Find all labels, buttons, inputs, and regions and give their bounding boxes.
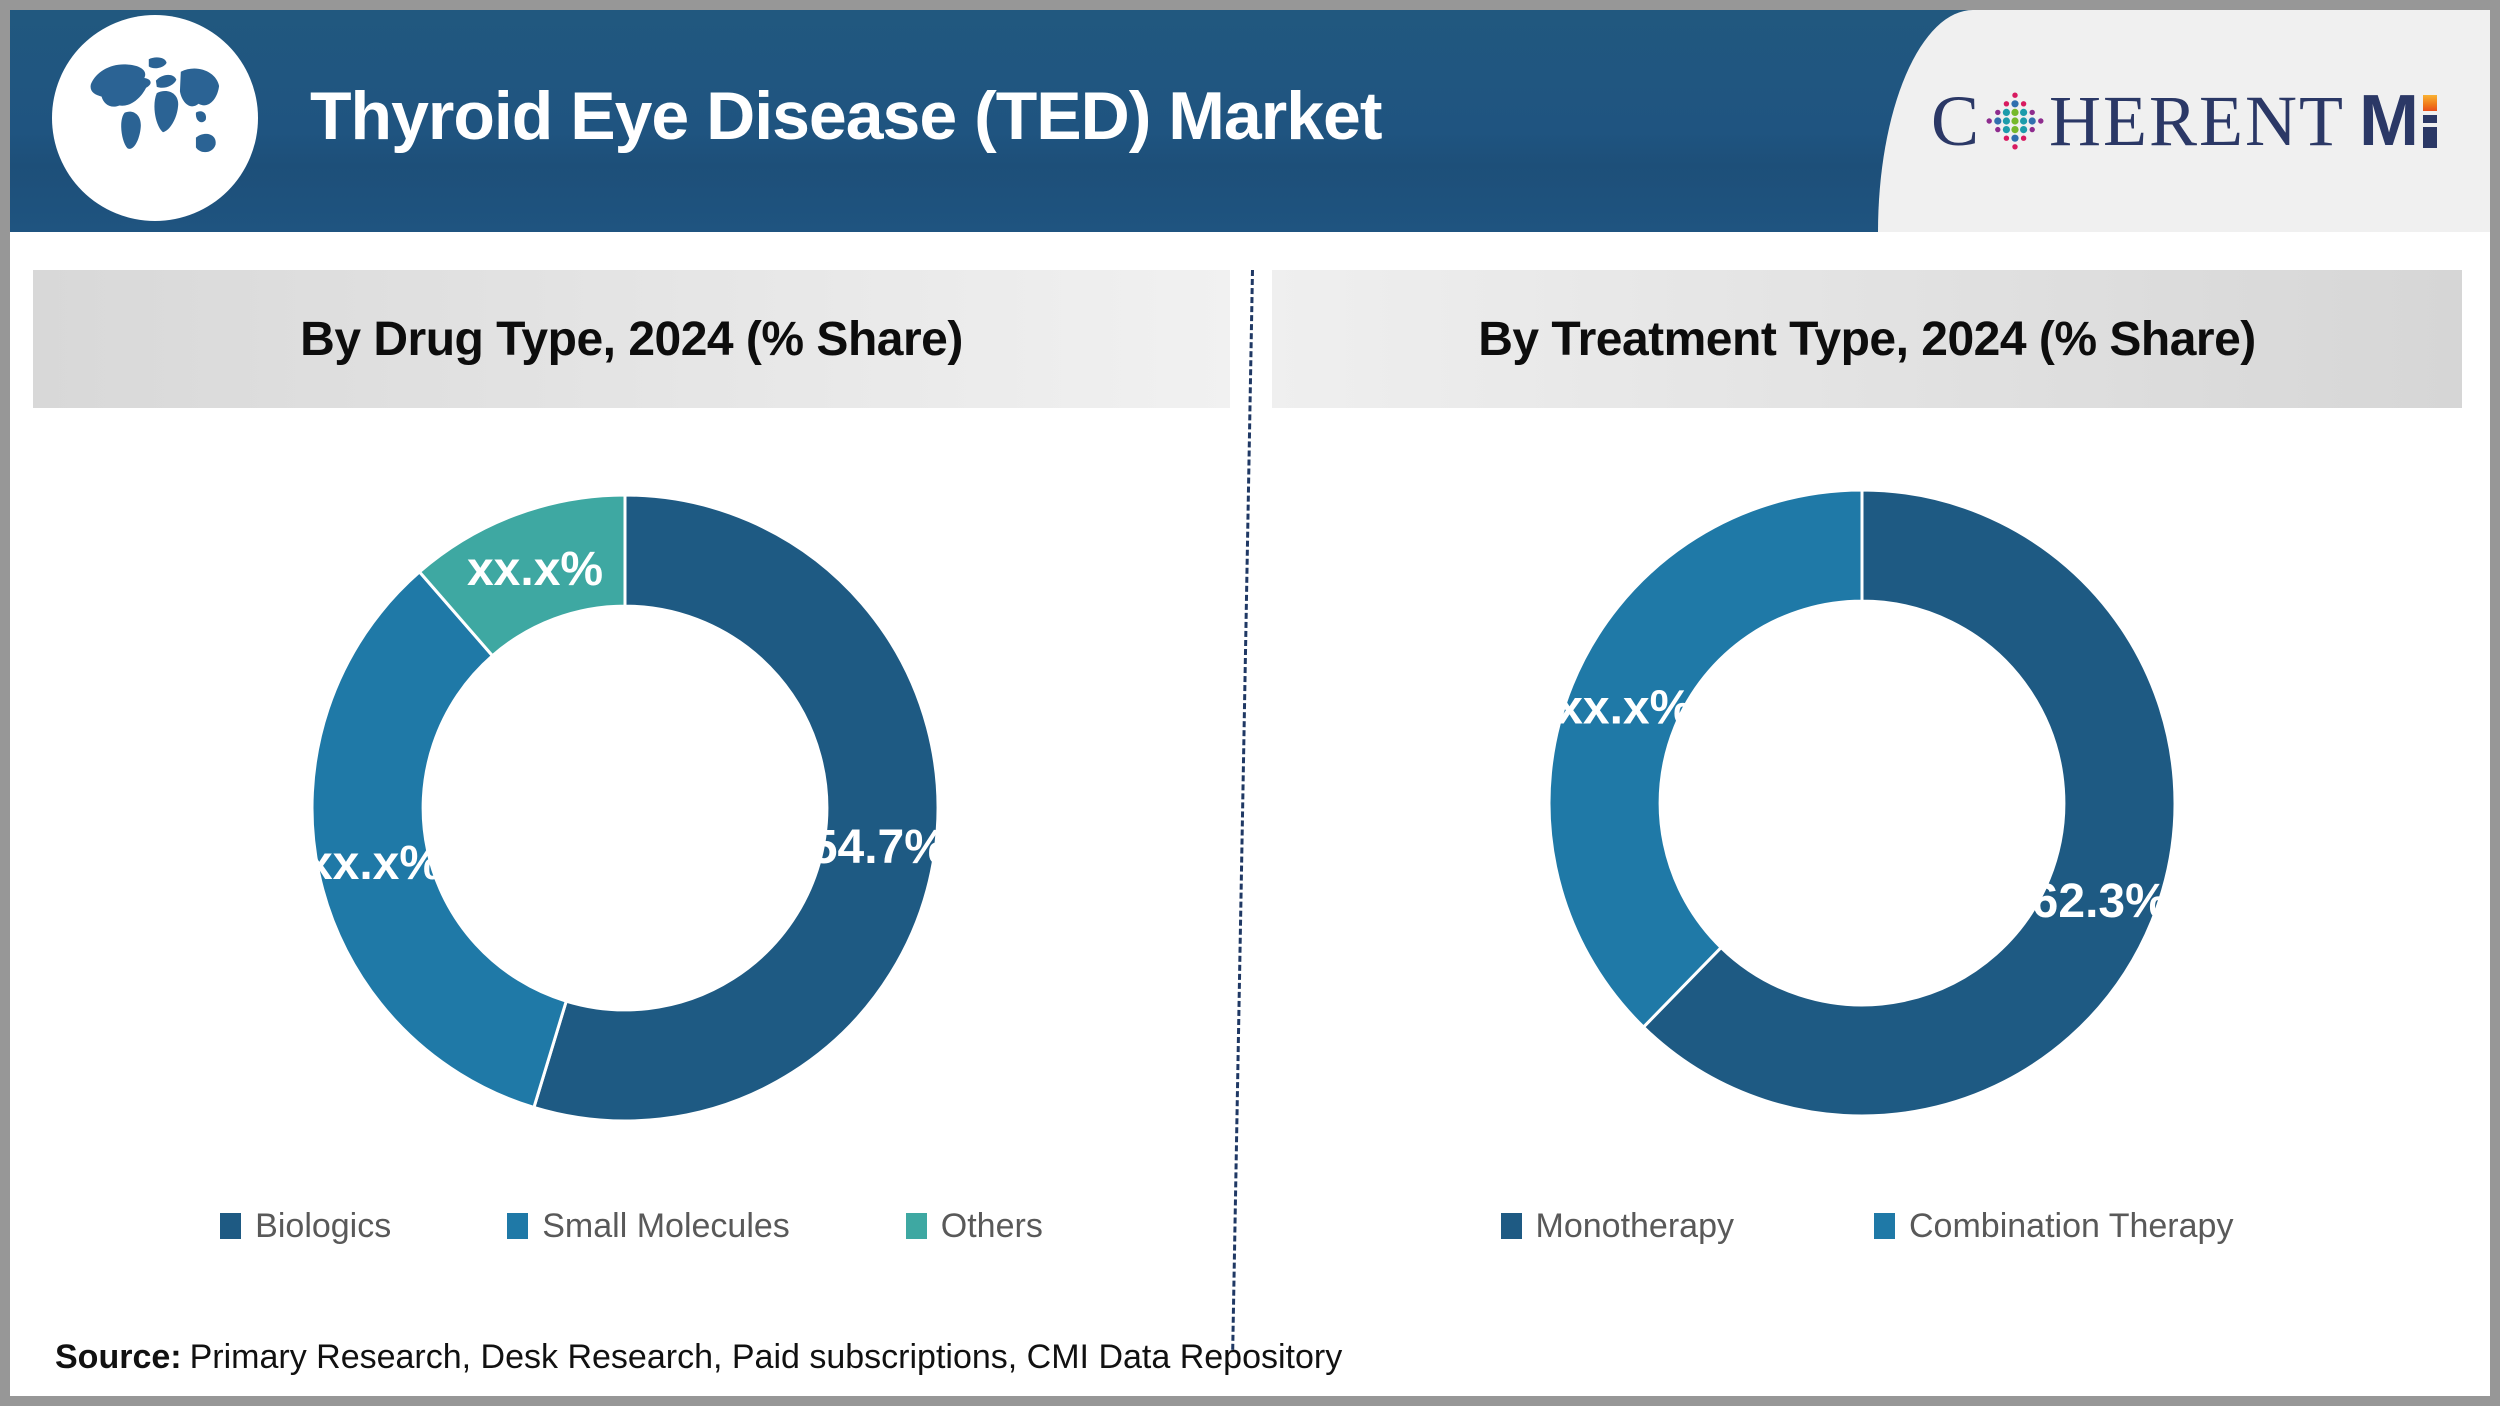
donut-segment-small-molecules	[310, 569, 569, 1110]
logo-i-navy-segment	[2422, 114, 2437, 123]
globe-icon	[52, 15, 258, 221]
logo-dot	[2003, 101, 2010, 107]
legend-label: Biologics	[255, 1206, 392, 1245]
logo-dot	[2002, 117, 2011, 125]
logo-i-navy-segment	[2422, 126, 2437, 148]
coherent-mi-logo: C HERENT M	[1931, 85, 2437, 157]
logo-dot	[2003, 135, 2010, 141]
logo-dot	[2020, 135, 2027, 141]
legend-item-monotherapy: Monotherapy	[1500, 1206, 1734, 1246]
logo-dot	[2012, 92, 2018, 98]
legend-swatch-icon	[905, 1213, 927, 1239]
source-prefix: Source:	[55, 1338, 182, 1376]
logo-dot	[1995, 109, 2001, 116]
panel-title-drug-type: By Drug Type, 2024 (% Share)	[33, 270, 1230, 408]
donut-label-small-molecules: xx.x%	[306, 837, 442, 890]
donut-segment-others	[417, 493, 627, 658]
logo-dot	[1994, 117, 2002, 125]
legend-item-biologics: Biologics	[220, 1207, 391, 1246]
source-text: Primary Research, Desk Research, Paid su…	[189, 1338, 1343, 1376]
logo-letter-c: C	[1931, 81, 1982, 161]
donut-chart-treatment-type: 62.3% xx.x%	[1547, 488, 2177, 1118]
logo-dot	[1986, 118, 1992, 124]
logo-dot	[2011, 108, 2019, 116]
legend-swatch-icon	[220, 1213, 242, 1239]
page-title: Thyroid Eye Disease (TED) Market	[310, 78, 1382, 154]
logo-dot	[2020, 108, 2028, 116]
donut-label-combination-therapy: xx.x%	[1556, 682, 1692, 735]
logo-letters-herent: HERENT	[2049, 81, 2345, 161]
legend-item-combination-therapy: Combination Therapy	[1874, 1207, 2233, 1246]
logo-dot	[2028, 117, 2036, 125]
logo-dot	[2011, 126, 2019, 134]
world-map-icon	[90, 57, 220, 153]
legend-swatch-icon	[507, 1213, 529, 1239]
legend-label: Small Molecules	[542, 1206, 790, 1245]
panel-title-treatment-type-text: By Treatment Type, 2024 (% Share)	[1478, 312, 2256, 366]
legend-treatment-type: Monotherapy Combination Therapy	[1272, 1198, 2462, 1254]
legend-label: Others	[940, 1206, 1043, 1245]
logo-dot	[2029, 109, 2035, 116]
logo-dot	[2002, 108, 2011, 116]
legend-item-small-molecules: Small Molecules	[507, 1207, 790, 1246]
legend-swatch-icon	[1874, 1213, 1895, 1239]
donut-label-biologics: 54.7%	[811, 821, 945, 874]
donut-segment-combination-therapy	[1547, 488, 1864, 1030]
legend-swatch-icon	[1500, 1213, 1522, 1239]
logo-dot	[2020, 126, 2028, 134]
logo-i-orange-segment	[2422, 94, 2437, 111]
logo-dot	[2011, 117, 2019, 125]
logo-dot	[2011, 100, 2019, 108]
panel-divider	[1231, 269, 1254, 1350]
donut-label-monotherapy: 62.3%	[2032, 875, 2168, 928]
logo-dot	[2020, 101, 2027, 107]
legend-label: Combination Therapy	[1909, 1206, 2234, 1245]
legend-drug-type: Biologics Small Molecules Others	[33, 1198, 1230, 1254]
donut-segment-biologics	[532, 493, 940, 1123]
logo-dot	[2002, 126, 2011, 134]
legend-item-others: Others	[905, 1206, 1043, 1246]
header-banner: Thyroid Eye Disease (TED) Market C HEREN…	[10, 10, 2490, 232]
logo-i-icon	[2422, 94, 2437, 148]
donut-label-others: xx.x%	[467, 543, 603, 596]
panel-title-drug-type-text: By Drug Type, 2024 (% Share)	[300, 312, 963, 366]
panel-title-treatment-type: By Treatment Type, 2024 (% Share)	[1272, 270, 2462, 408]
legend-label: Monotherapy	[1535, 1206, 1734, 1245]
logo-dot	[2011, 134, 2019, 142]
donut-chart-drug-type: 54.7% xx.x% xx.x%	[306, 493, 945, 1123]
logo-dot	[2038, 118, 2044, 124]
donut-segment-monotherapy	[1641, 488, 2177, 1118]
source-note: Source: Primary Research, Desk Research, …	[55, 1338, 1342, 1377]
logo-letter-m: M	[2359, 81, 2419, 161]
logo-dot	[2020, 117, 2028, 125]
logo-dot	[2029, 126, 2035, 133]
logo-panel: C HERENT M	[1878, 10, 2490, 232]
logo-dotted-o-icon	[1986, 92, 2044, 150]
logo-dot	[1995, 126, 2001, 133]
logo-dot	[2012, 144, 2018, 150]
